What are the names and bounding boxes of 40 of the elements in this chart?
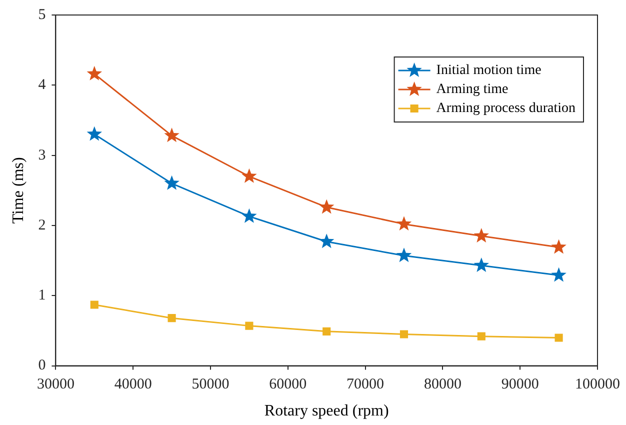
- point: [242, 208, 257, 223]
- point: [474, 228, 490, 242]
- point: [164, 175, 180, 190]
- point: [318, 199, 334, 214]
- x-tick-label: 80000: [424, 376, 462, 393]
- point: [168, 314, 176, 322]
- y-tick-label: 4: [38, 77, 46, 94]
- point: [396, 216, 412, 231]
- x-tick-label: 50000: [192, 376, 230, 393]
- y-tick-label: 2: [38, 217, 46, 234]
- point: [86, 66, 102, 80]
- point: [318, 234, 334, 248]
- x-tick-label: 70000: [346, 376, 384, 393]
- point: [164, 128, 180, 142]
- point: [245, 322, 254, 330]
- point: [400, 330, 408, 338]
- legend-label: Initial motion time: [436, 63, 542, 78]
- point: [551, 239, 566, 254]
- point: [322, 327, 331, 336]
- legend-label: Arming process duration: [436, 101, 576, 116]
- x-tick-label: 90000: [501, 376, 539, 393]
- point: [86, 126, 102, 141]
- point: [477, 332, 486, 340]
- point: [474, 257, 490, 272]
- x-tick-label: 40000: [114, 376, 152, 393]
- y-tick-label: 5: [38, 6, 46, 23]
- point: [242, 168, 257, 183]
- point: [554, 334, 563, 342]
- x-axis-title: Rotary speed (rpm): [264, 402, 389, 420]
- x-tick-label: 30000: [36, 376, 74, 393]
- y-tick-label: 3: [38, 147, 46, 164]
- x-tick-label: 60000: [269, 376, 307, 393]
- y-tick-label: 1: [38, 288, 46, 304]
- point: [396, 248, 412, 262]
- x-tick-label: 100000: [575, 376, 620, 393]
- point: [90, 300, 98, 309]
- y-tick-label: 0: [38, 358, 46, 374]
- y-axis-title: Time (ms): [10, 157, 27, 224]
- legend-label: Arming time: [436, 82, 508, 98]
- point: [551, 267, 566, 282]
